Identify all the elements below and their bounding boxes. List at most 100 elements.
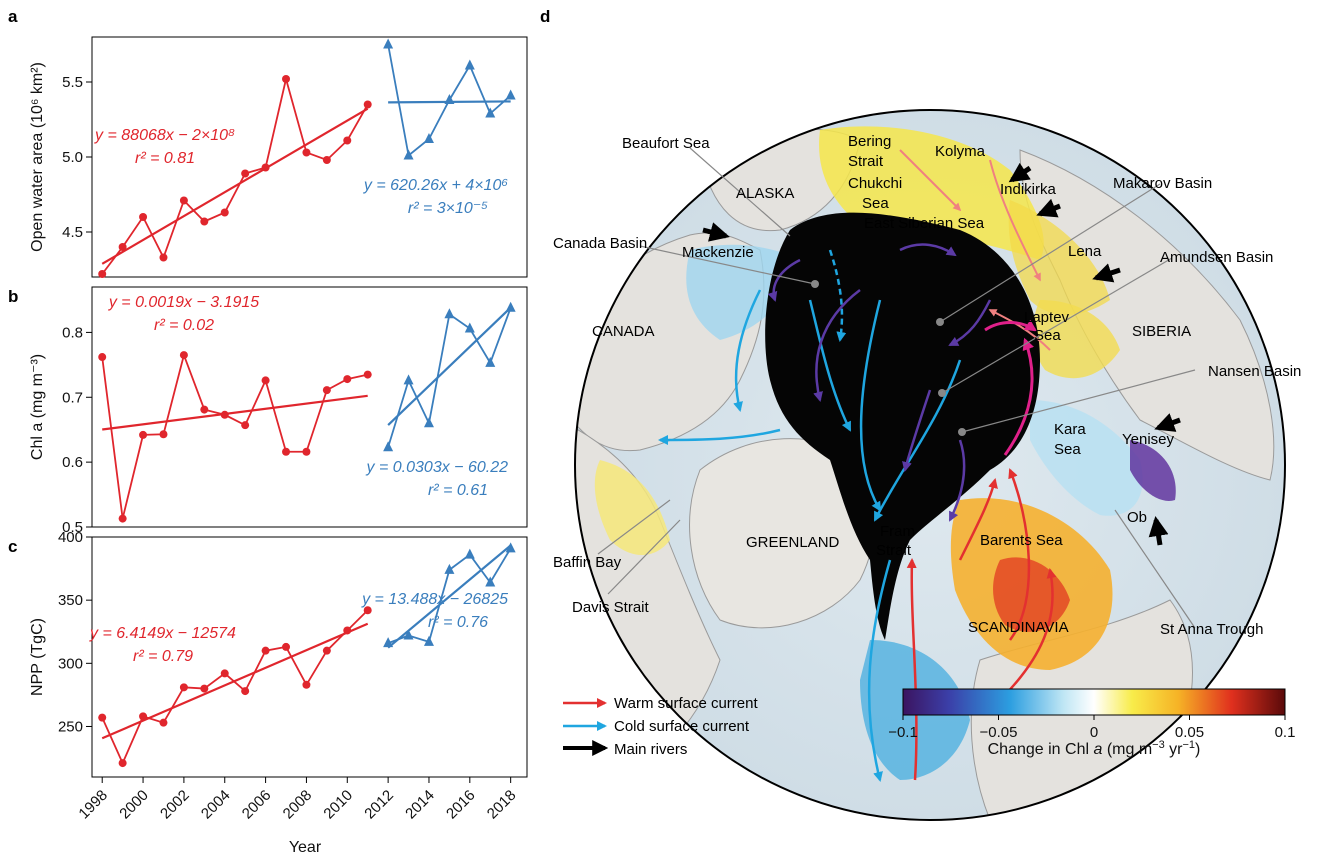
x-tick-label: 2014 — [402, 787, 438, 823]
shelf-beaufort-blue — [686, 244, 800, 340]
label-amundsen-basin: Amundsen Basin — [1160, 249, 1273, 266]
data-point — [302, 680, 311, 689]
label-laptev-2: Sea — [1034, 327, 1061, 344]
y-tick-label: 0.6 — [62, 454, 83, 471]
label-lena: Lena — [1068, 243, 1102, 260]
data-point — [322, 386, 331, 395]
legend-warm-label: Warm surface current — [614, 695, 758, 712]
colorbar-ticks: −0.1 −0.05 0 0.05 0.1 — [888, 715, 1295, 741]
data-point — [200, 684, 209, 693]
data-point — [118, 514, 127, 523]
data-point — [302, 447, 311, 456]
data-point — [261, 163, 270, 172]
data-point — [363, 370, 372, 379]
label-makarov-basin: Makarov Basin — [1113, 175, 1212, 192]
label-siberia: SIBERIA — [1132, 323, 1191, 340]
x-tick-label: 2012 — [361, 787, 397, 823]
y-tick-label: 5.5 — [62, 74, 83, 91]
warm-currents — [906, 468, 1057, 781]
label-yenisey: Yenisey — [1122, 431, 1174, 448]
fit-r2: r² = 0.61 — [428, 482, 488, 499]
data-point — [98, 270, 107, 278]
data-point — [282, 447, 291, 456]
x-axis-label: Year — [289, 839, 322, 856]
fit-line — [102, 394, 368, 431]
label-chukchi-1: Chukchi — [848, 175, 902, 192]
colorbar-tick-label: −0.1 — [888, 724, 918, 741]
shared-x-axis: 1998 2000 2002 2004 2006 2008 2010 2012 2014 2016… — [75, 777, 519, 822]
leader-lines — [597, 147, 1196, 629]
label-bering-strait-2: Strait — [848, 153, 884, 170]
shelf-east-siberian-yellow — [1008, 200, 1110, 315]
data-point — [282, 75, 291, 83]
fit-equation: y = 88068x − 2×10⁸ — [94, 127, 235, 144]
data-point — [179, 683, 188, 692]
y-tick-label: 0.7 — [62, 389, 83, 406]
purple-currents — [767, 243, 992, 522]
data-point — [261, 376, 270, 385]
label-kara-1: Kara — [1054, 421, 1086, 438]
data-point — [322, 156, 331, 164]
data-point — [383, 441, 394, 452]
x-tick-label: 2004 — [198, 787, 234, 823]
colorbar-tick-label: 0.1 — [1275, 724, 1296, 741]
magenta-currents — [984, 319, 1037, 456]
label-fram-1: Fram — [880, 523, 915, 540]
current-legend: Warm surface current Cold surface curren… — [563, 695, 758, 758]
fit-line — [101, 622, 369, 740]
fit-r2: r² = 0.02 — [154, 317, 214, 334]
colorbar: −0.1 −0.05 0 0.05 0.1 Change in Chl a (mg m−… — [888, 688, 1295, 758]
label-nansen-basin: Nansen Basin — [1208, 363, 1301, 380]
fit-r2: r² = 3×10⁻⁵ — [408, 200, 488, 217]
fit-line — [387, 306, 512, 426]
x-tick-label: 2016 — [443, 787, 479, 823]
data-point — [383, 38, 394, 49]
legend-river-label: Main rivers — [614, 741, 687, 758]
x-tick-label: 2018 — [484, 787, 520, 823]
x-tick-label: 2002 — [157, 787, 193, 823]
label-indikirka: Indikirka — [1000, 181, 1057, 198]
colorbar-label: Change in Chl a (mg m−3 yr−1) — [988, 739, 1201, 758]
label-barents-sea: Barents Sea — [980, 532, 1063, 549]
shelf-chukchi-yellow — [819, 126, 1044, 260]
data-point — [139, 213, 148, 221]
data-point — [343, 626, 352, 635]
chart-open-water-area: 4.5 5.0 5.5 Open water area (10⁶ km²) y = 88… — [29, 36, 528, 278]
data-point — [464, 548, 475, 559]
label-scandinavia: SCANDINAVIA — [968, 619, 1069, 636]
fit-equation: y = 0.0303x − 60.22 — [366, 459, 509, 476]
cold-currents — [658, 249, 962, 782]
data-point — [118, 243, 127, 251]
central-basin — [765, 212, 1040, 640]
label-beaufort-sea: Beaufort Sea — [622, 135, 710, 152]
label-east-siberian-sea: East Siberian Sea — [864, 215, 985, 232]
label-canada: CANADA — [592, 323, 655, 340]
data-point — [118, 759, 127, 768]
colorbar-gradient — [902, 688, 1286, 716]
panel-letter-d: d — [540, 7, 550, 26]
label-davis-strait: Davis Strait — [572, 599, 650, 616]
x-tick-label: 1998 — [75, 787, 111, 823]
label-kara-2: Sea — [1054, 441, 1081, 458]
pink-currents — [899, 149, 1051, 351]
data-point — [220, 410, 229, 419]
y-axis-label: NPP (TgC) — [29, 618, 46, 696]
amundsen-basin-marker — [938, 389, 946, 397]
data-point — [200, 217, 209, 226]
data-point — [139, 430, 148, 439]
canada-basin-marker — [811, 280, 819, 288]
label-alaska: ALASKA — [736, 185, 794, 202]
y-tick-label: 350 — [58, 592, 83, 609]
shelf-laptev-yellow — [1033, 300, 1120, 379]
shelf-baffin-yellow — [594, 460, 670, 555]
data-point — [179, 351, 188, 360]
data-point — [423, 133, 434, 143]
y-tick-label: 400 — [58, 529, 83, 546]
y-tick-label: 300 — [58, 655, 83, 672]
data-point — [485, 107, 496, 118]
label-baffin-bay: Baffin Bay — [553, 554, 622, 571]
data-point — [302, 148, 311, 157]
data-point — [464, 59, 475, 70]
label-fram-2: Strait — [876, 542, 912, 559]
label-canada-basin: Canada Basin — [553, 235, 647, 252]
